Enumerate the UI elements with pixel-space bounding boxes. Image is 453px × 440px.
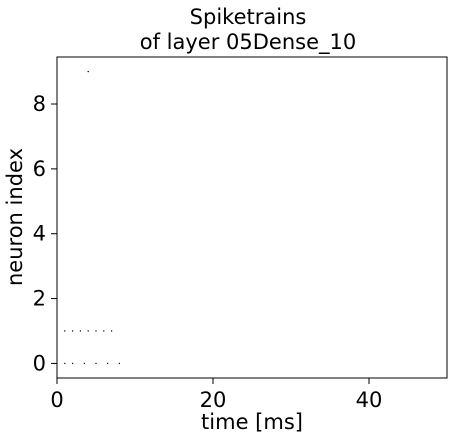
axis-ticks: 0 20 40 0 2 4 6 8 [33,92,383,412]
spike-point [95,330,97,332]
chart-title-line2: of layer 05Dense_10 [140,30,356,55]
y-tick-label: 2 [33,287,46,311]
spike-marks [64,70,121,365]
x-tick-label: 40 [356,388,383,412]
chart-title-line1: Spiketrains [190,5,307,29]
spike-point [95,362,97,365]
spike-point [79,330,82,332]
spike-point [71,330,74,332]
spike-point [83,362,86,365]
spike-point [87,330,89,332]
spike-point [64,330,66,332]
y-tick-label: 4 [33,222,46,246]
spike-point [87,70,89,73]
spike-point [107,362,109,365]
y-tick-label: 6 [33,157,46,181]
spike-point [118,362,121,365]
x-tick-label: 0 [50,388,63,412]
spike-point [64,362,66,365]
y-axis-label: neuron index [3,148,27,286]
y-tick-label: 8 [33,92,46,116]
spike-point [103,330,105,332]
y-tick-label: 0 [33,351,46,375]
spike-point [71,362,74,365]
x-axis-label: time [ms] [201,410,303,434]
plot-frame [56,56,448,379]
x-tick-label: 20 [200,388,227,412]
spike-point [110,330,113,332]
